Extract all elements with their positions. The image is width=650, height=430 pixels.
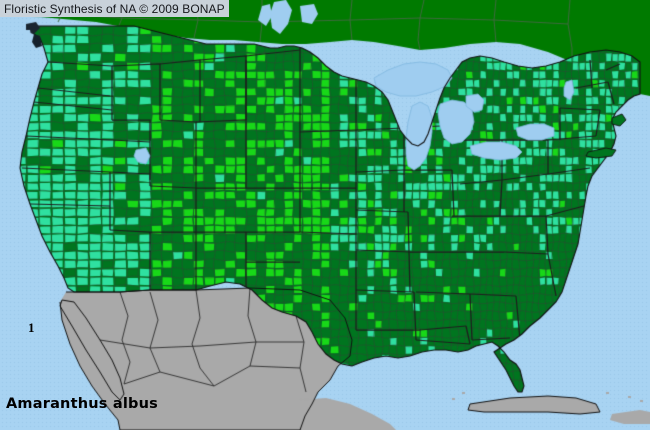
species-name-label: Amaranthus albus xyxy=(6,396,158,412)
pacific-island-marker: 1 xyxy=(28,320,35,335)
map-title-bar: Floristic Synthesis of NA © 2009 BONAP xyxy=(0,0,229,17)
map-title-text: Floristic Synthesis of NA © 2009 BONAP xyxy=(4,1,225,16)
